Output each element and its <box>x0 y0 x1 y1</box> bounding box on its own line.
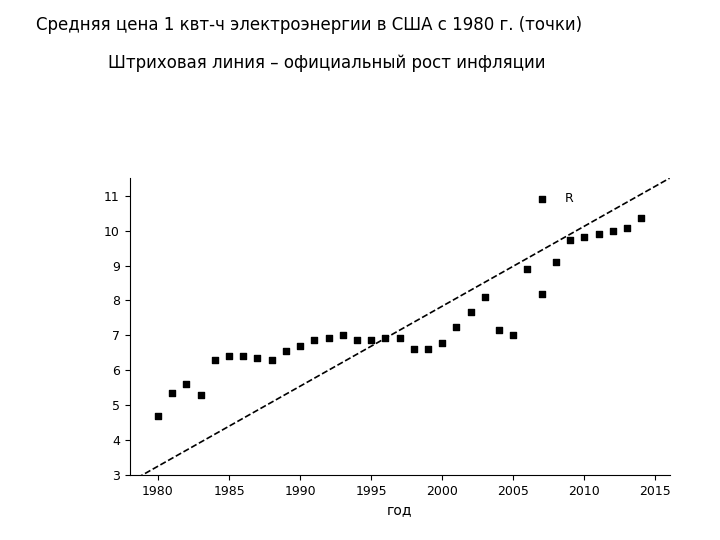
R <box>465 308 477 316</box>
X-axis label: год: год <box>387 503 413 517</box>
Legend: R: R <box>525 187 578 211</box>
R <box>621 224 633 232</box>
R <box>536 289 547 298</box>
R <box>252 354 264 362</box>
R <box>636 214 647 222</box>
R <box>152 411 163 420</box>
R <box>564 236 576 245</box>
R <box>223 352 235 361</box>
Text: Штриховая линия – официальный рост инфляции: Штриховая линия – официальный рост инфля… <box>108 54 546 72</box>
R <box>266 355 277 364</box>
R <box>408 345 420 353</box>
R <box>579 232 590 241</box>
R <box>323 334 334 342</box>
R <box>493 326 505 334</box>
R <box>436 339 448 347</box>
R <box>379 334 391 342</box>
R <box>195 390 207 399</box>
R <box>522 265 534 273</box>
R <box>451 322 462 331</box>
R <box>280 347 292 355</box>
R <box>422 345 433 353</box>
R <box>394 334 405 342</box>
R <box>181 380 192 389</box>
R <box>238 352 249 361</box>
R <box>607 227 618 235</box>
R <box>294 342 306 350</box>
R <box>337 331 348 340</box>
R <box>209 355 220 364</box>
R <box>366 336 377 345</box>
R <box>166 389 178 397</box>
R <box>351 336 363 345</box>
R <box>309 336 320 345</box>
Text: Средняя цена 1 квт-ч электроэнергии в США с 1980 г. (точки): Средняя цена 1 квт-ч электроэнергии в СШ… <box>36 16 582 34</box>
R <box>508 331 519 340</box>
R <box>479 293 490 301</box>
R <box>593 230 604 239</box>
R <box>550 258 562 266</box>
